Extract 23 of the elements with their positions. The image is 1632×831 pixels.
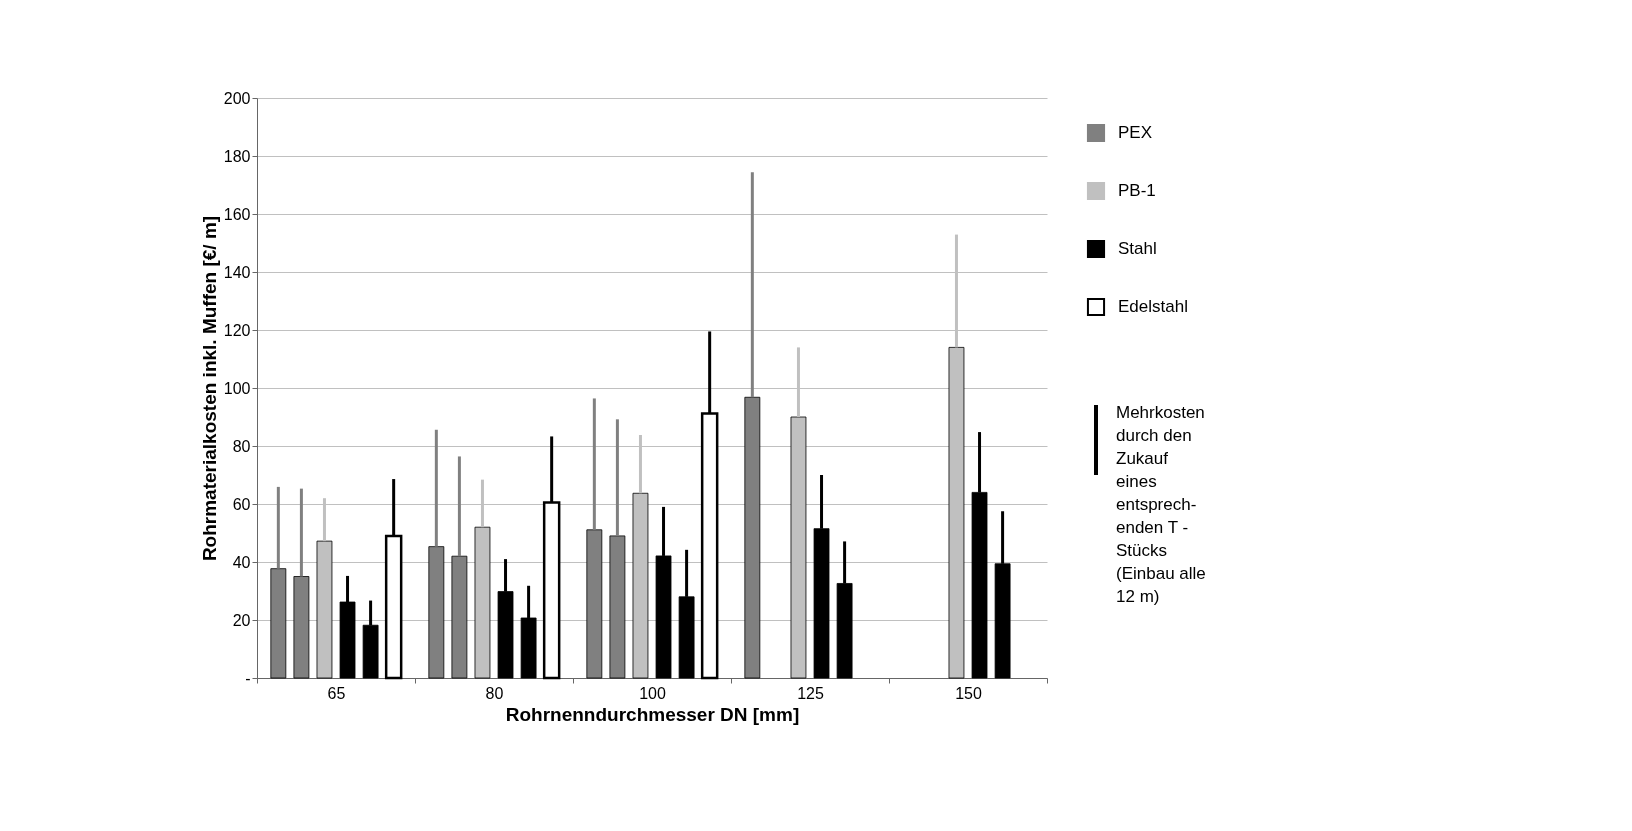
legend-label: Stahl (1118, 239, 1157, 258)
y-tick-label: - (245, 669, 251, 687)
x-tick-label: 80 (485, 684, 504, 702)
x-tick-label: 150 (955, 684, 982, 702)
y-tick-label: 200 (223, 89, 251, 107)
y-tick-label: 40 (232, 553, 251, 571)
y-tick-label: 180 (223, 147, 251, 165)
y-tick-label: 100 (223, 379, 251, 397)
y-tick-label: 140 (223, 263, 251, 281)
legend-label: Edelstahl (1118, 297, 1188, 316)
x-tick-label: 125 (797, 684, 824, 702)
legend-label: PEX (1118, 123, 1153, 142)
y-tick-label: 160 (223, 205, 251, 223)
y-tick-label: 20 (232, 611, 251, 629)
y-tick-label: 60 (232, 495, 251, 513)
y-axis-title: Rohrmaterialkosten inkl. Muffen [€/ m] (198, 215, 220, 562)
y-tick-label: 80 (232, 437, 251, 455)
x-tick-label: 65 (327, 684, 346, 702)
text: Mehrkosten durch den Zukauf eines entsprech- enden T - Stücks (Einbau alle 12 m) (1116, 403, 1206, 606)
legend-label: PB-1 (1118, 181, 1156, 200)
y-tick-label: 120 (223, 321, 251, 339)
x-tick-label: 100 (639, 684, 666, 702)
x-axis-title: Rohrnenndurchmesser DN [mm] (505, 703, 800, 725)
